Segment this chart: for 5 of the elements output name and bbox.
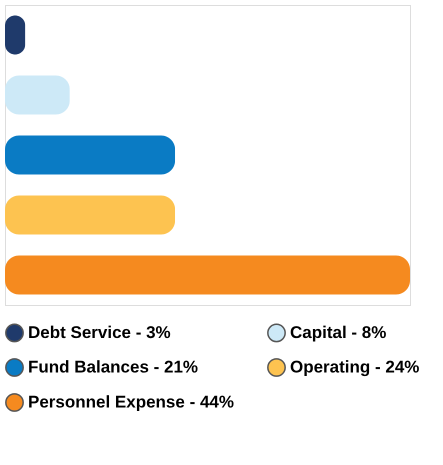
legend-label: Operating - 24%: [290, 358, 420, 376]
legend-label: Capital - 8%: [290, 322, 386, 342]
legend-label: Fund Balances - 21%: [28, 358, 198, 376]
legend-label: Debt Service - 3%: [28, 322, 171, 342]
legend-label: Personnel Expense - 44%: [28, 392, 234, 412]
